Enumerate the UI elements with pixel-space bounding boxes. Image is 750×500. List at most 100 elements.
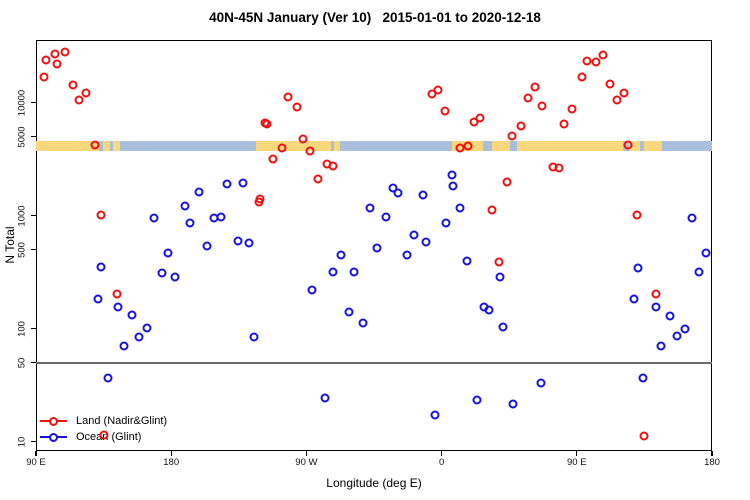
band-land-segment xyxy=(102,140,111,151)
data-point-ocean xyxy=(409,230,419,240)
data-point-land xyxy=(277,143,287,153)
x-axis-tick-label: 90 E xyxy=(26,457,46,468)
data-point-ocean xyxy=(307,285,317,295)
data-point-land xyxy=(60,47,70,57)
data-point-land xyxy=(90,140,100,150)
y-axis-tick xyxy=(31,441,36,443)
data-point-land xyxy=(41,55,51,65)
band-land-segment xyxy=(643,140,662,151)
y-axis-tick-label: 10000 xyxy=(16,89,28,117)
legend-marker-land-icon xyxy=(49,416,58,426)
data-point-ocean xyxy=(498,322,508,332)
x-axis-title: Longitude (deg E) xyxy=(326,476,422,490)
data-point-ocean xyxy=(472,395,482,405)
data-point-land xyxy=(530,82,540,92)
data-point-ocean xyxy=(651,302,661,312)
data-point-land xyxy=(283,92,293,102)
data-point-ocean xyxy=(344,307,354,317)
y-axis-tick xyxy=(31,328,36,330)
data-point-land xyxy=(39,72,49,82)
data-point-land xyxy=(68,80,78,90)
data-point-land xyxy=(433,85,443,95)
data-point-land xyxy=(516,121,526,131)
data-point-ocean xyxy=(462,256,472,266)
x-axis-tick-label: 180 xyxy=(704,457,720,468)
data-point-ocean xyxy=(656,341,666,351)
legend-label-land: Land (Nadir&Glint) xyxy=(76,415,168,427)
data-point-ocean xyxy=(421,237,431,247)
x-axis-tick-label: 0 xyxy=(438,457,445,468)
data-point-ocean xyxy=(113,302,123,312)
y-axis-tick xyxy=(31,362,36,364)
data-point-ocean xyxy=(134,332,144,342)
data-point-ocean xyxy=(349,267,359,277)
data-point-land xyxy=(96,210,106,220)
data-point-ocean xyxy=(170,272,180,282)
x-axis-tick-label: 90 E xyxy=(567,457,587,468)
data-point-land xyxy=(605,79,615,89)
data-point-ocean xyxy=(372,243,382,253)
data-point-ocean xyxy=(448,181,458,191)
y-axis-tick-label: 10 xyxy=(16,436,28,448)
x-axis-tick-label: 90 W xyxy=(295,457,318,468)
data-point-ocean xyxy=(687,213,697,223)
data-point-ocean xyxy=(672,331,682,341)
y-axis-tick-label: 50 xyxy=(16,357,28,369)
data-point-ocean xyxy=(93,294,103,304)
x-axis-tick xyxy=(35,451,37,456)
data-point-land xyxy=(262,119,272,129)
data-point-ocean xyxy=(536,378,546,388)
data-point-ocean xyxy=(388,183,398,193)
y-axis-tick-label: 1000 xyxy=(16,205,28,227)
data-point-land xyxy=(554,163,564,173)
y-axis-tick-label: 5000 xyxy=(16,126,28,148)
data-point-land xyxy=(440,106,450,116)
x-axis-tick xyxy=(441,451,443,456)
data-point-land xyxy=(328,161,338,171)
data-point-ocean xyxy=(96,262,106,272)
data-point-ocean xyxy=(336,250,346,260)
data-point-land xyxy=(619,88,629,98)
data-point-ocean xyxy=(320,393,330,403)
x-axis-tick xyxy=(305,451,307,456)
y-axis-tick xyxy=(31,215,36,217)
data-point-ocean xyxy=(249,332,259,342)
data-point-land xyxy=(50,49,60,59)
data-point-land xyxy=(577,72,587,82)
y-axis-tick-label: 100 xyxy=(16,320,28,337)
data-point-land xyxy=(567,104,577,114)
data-point-ocean xyxy=(508,399,518,409)
x-axis-tick xyxy=(576,451,578,456)
data-point-land xyxy=(463,141,473,151)
band-land-segment xyxy=(334,140,341,151)
data-point-ocean xyxy=(328,267,338,277)
data-point-ocean xyxy=(185,218,195,228)
data-point-ocean xyxy=(127,310,137,320)
data-point-ocean xyxy=(222,179,232,189)
data-point-ocean xyxy=(680,324,690,334)
data-point-land xyxy=(502,177,512,187)
data-point-land xyxy=(612,95,622,105)
band-land-segment xyxy=(256,140,332,151)
data-point-ocean xyxy=(638,373,648,383)
band-land-segment xyxy=(113,140,120,151)
data-point-ocean xyxy=(142,323,152,333)
x-axis-tick-label: 180 xyxy=(163,457,180,468)
data-point-land xyxy=(639,431,649,441)
data-point-ocean xyxy=(455,203,465,213)
data-point-ocean xyxy=(629,294,639,304)
data-point-ocean xyxy=(694,267,704,277)
band-land-segment xyxy=(629,140,641,151)
data-point-ocean xyxy=(701,248,711,258)
data-point-ocean xyxy=(119,341,129,351)
data-point-land xyxy=(623,140,633,150)
data-point-land xyxy=(537,101,547,111)
data-point-land xyxy=(507,131,517,141)
data-point-land xyxy=(305,146,315,156)
data-point-land xyxy=(298,134,308,144)
data-point-land xyxy=(112,289,122,299)
data-point-ocean xyxy=(633,263,643,273)
chart-title: 40N-45N January (Ver 10) 2015-01-01 to 2… xyxy=(209,10,541,25)
data-point-ocean xyxy=(665,311,675,321)
